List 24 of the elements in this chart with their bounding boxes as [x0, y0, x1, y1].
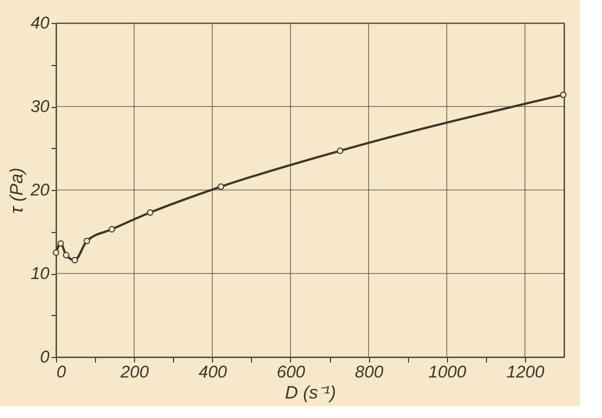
x-axis-title: D (s⁻¹): [285, 382, 336, 402]
point: [57, 240, 64, 247]
x-tick-label: 800: [354, 362, 384, 382]
point: [218, 183, 224, 190]
point: [62, 252, 70, 258]
y-tick-label: 0: [40, 348, 50, 366]
x-tick-label: 600: [276, 362, 306, 382]
y-tick-label: 30: [30, 97, 50, 116]
y-tick-label: 10: [30, 264, 50, 283]
point: [336, 148, 344, 154]
x-tick-label: 1200: [506, 362, 545, 382]
point: [108, 226, 116, 232]
y-tick-label: 40: [30, 14, 50, 32]
y-tick-label: 20: [30, 180, 50, 200]
x-tick-label: 1000: [428, 362, 467, 382]
y-axis-title: τ (Pa): [6, 168, 27, 214]
point: [72, 256, 78, 264]
point: [52, 249, 60, 256]
point: [84, 238, 90, 244]
x-tick-label: 0: [56, 362, 66, 382]
x-tick-label: 400: [198, 362, 228, 382]
point: [560, 92, 566, 98]
x-tick-label: 200: [119, 362, 150, 382]
point: [146, 209, 154, 216]
